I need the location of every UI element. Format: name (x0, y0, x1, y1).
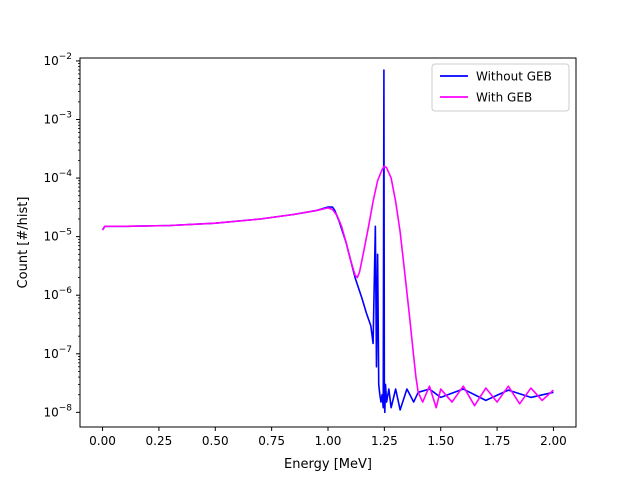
x-axis-ticks: 0.00 0.25 0.50 0.75 1.00 1.25 1.50 1.75 2.00 (89, 427, 567, 448)
x-tick-label: 0.50 (202, 434, 229, 448)
legend: Without GEB With GEB (431, 63, 570, 112)
x-tick-label: 1.75 (484, 434, 511, 448)
series-layer (101, 69, 554, 414)
y-axis-label: Count [#/hist] (16, 197, 31, 289)
x-tick-label: 0.25 (146, 434, 173, 448)
x-tick-label: 2.00 (540, 434, 567, 448)
legend-label: Without GEB (476, 70, 552, 84)
legend-label: With GEB (476, 91, 532, 105)
series-line-1 (101, 165, 554, 409)
x-axis-label: Energy [MeV] (284, 457, 372, 472)
x-tick-label: 1.00 (315, 434, 342, 448)
x-tick-label: 0.75 (258, 434, 285, 448)
x-tick-label: 1.50 (427, 434, 454, 448)
x-tick-label: 0.00 (89, 434, 116, 448)
x-tick-label: 1.25 (371, 434, 398, 448)
